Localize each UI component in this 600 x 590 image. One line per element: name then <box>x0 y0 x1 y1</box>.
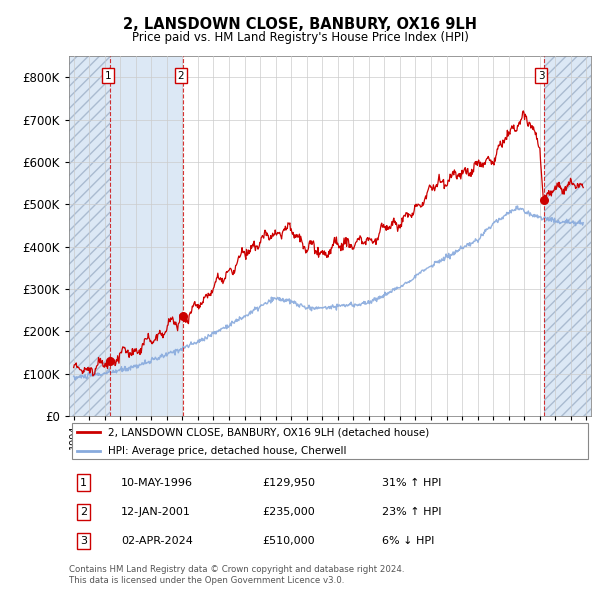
Bar <box>69 56 110 416</box>
Text: £235,000: £235,000 <box>262 507 315 517</box>
Text: 3: 3 <box>538 71 545 81</box>
Text: 12-JAN-2001: 12-JAN-2001 <box>121 507 191 517</box>
Text: 1: 1 <box>80 477 87 487</box>
Text: 2, LANSDOWN CLOSE, BANBURY, OX16 9LH (detached house): 2, LANSDOWN CLOSE, BANBURY, OX16 9LH (de… <box>108 428 430 438</box>
Bar <box>183 56 544 416</box>
Text: 31% ↑ HPI: 31% ↑ HPI <box>382 477 442 487</box>
Text: £129,950: £129,950 <box>262 477 315 487</box>
FancyBboxPatch shape <box>71 423 589 460</box>
Text: 1: 1 <box>104 71 112 81</box>
Text: HPI: Average price, detached house, Cherwell: HPI: Average price, detached house, Cher… <box>108 447 347 456</box>
Text: 6% ↓ HPI: 6% ↓ HPI <box>382 536 434 546</box>
Text: 2: 2 <box>178 71 184 81</box>
Text: 02-APR-2024: 02-APR-2024 <box>121 536 193 546</box>
Bar <box>110 56 183 416</box>
Text: Price paid vs. HM Land Registry's House Price Index (HPI): Price paid vs. HM Land Registry's House … <box>131 31 469 44</box>
Bar <box>544 56 591 416</box>
Text: 3: 3 <box>80 536 87 546</box>
Text: 2: 2 <box>80 507 87 517</box>
Text: 23% ↑ HPI: 23% ↑ HPI <box>382 507 442 517</box>
Text: 10-MAY-1996: 10-MAY-1996 <box>121 477 193 487</box>
Text: Contains HM Land Registry data © Crown copyright and database right 2024.
This d: Contains HM Land Registry data © Crown c… <box>69 565 404 585</box>
Text: £510,000: £510,000 <box>262 536 315 546</box>
Text: 2, LANSDOWN CLOSE, BANBURY, OX16 9LH: 2, LANSDOWN CLOSE, BANBURY, OX16 9LH <box>123 17 477 31</box>
